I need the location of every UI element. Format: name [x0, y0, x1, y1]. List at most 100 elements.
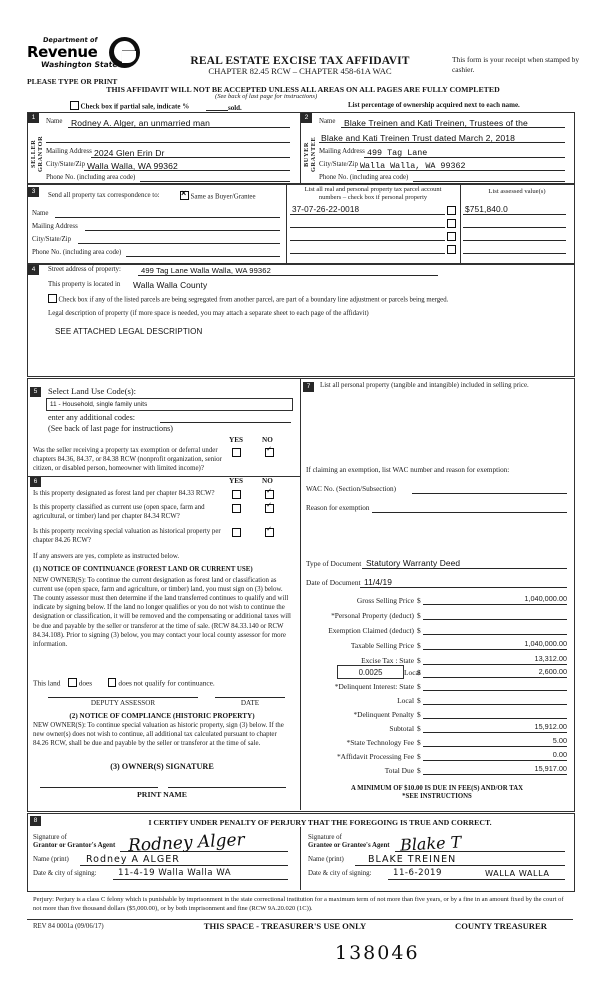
owner-print-name-line[interactable] — [168, 787, 286, 788]
grantee-date-line[interactable] — [388, 879, 565, 880]
personal-property-deduct-line[interactable] — [423, 619, 567, 620]
deputy-date-line[interactable] — [215, 697, 285, 698]
grantor-name-line[interactable] — [80, 865, 288, 866]
does-not-qualify-checkbox[interactable] — [107, 678, 117, 687]
grantee-name-value: BLAKE TREINEN — [368, 854, 457, 865]
corr-name-line[interactable] — [55, 217, 280, 218]
corr-phone-line[interactable] — [126, 256, 280, 257]
local-rate-box[interactable]: 0.0025 — [337, 665, 404, 679]
owner-signature-line[interactable] — [40, 787, 158, 788]
seller-exemption-yes-checkbox[interactable] — [232, 448, 241, 457]
historic-valuation-no-checkbox[interactable] — [265, 525, 274, 537]
logo-state-text: Washington State — [40, 60, 118, 69]
section-7-number: 7 — [303, 382, 314, 392]
exemption-claimed-line[interactable] — [423, 634, 567, 635]
additional-codes-line[interactable] — [160, 422, 291, 423]
buyer-phone-line[interactable] — [413, 181, 565, 182]
does-qualify-checkbox[interactable] — [68, 678, 77, 687]
state-technology-fee-line[interactable] — [423, 746, 567, 747]
land-use-code-box[interactable]: 11 - Household, single family units — [46, 398, 293, 411]
delinquent-penalty-label: *Delinquent Penalty — [353, 710, 414, 719]
excise-tax-state-value: 13,312.00 — [534, 654, 567, 663]
assessed-line-2[interactable] — [463, 240, 566, 241]
correspondence-frame — [27, 183, 575, 265]
delinquent-penalty-line[interactable] — [423, 718, 567, 719]
buyer-mailing-line[interactable] — [364, 157, 565, 158]
street-address-line[interactable] — [138, 275, 438, 276]
historic-valuation-question: Is this property receiving special valua… — [33, 528, 221, 544]
exemption-claim-label: If claiming an exemption, list WAC numbe… — [306, 466, 510, 474]
affidavit-processing-fee-value: 0.00 — [552, 750, 567, 759]
document-date-line[interactable] — [360, 587, 567, 588]
section-6-top-rule — [28, 476, 300, 477]
wac-number-line[interactable] — [412, 493, 567, 494]
assessed-line-1[interactable] — [463, 227, 566, 228]
dollar-sign-12: $ — [417, 766, 421, 775]
segregation-checkbox[interactable] — [48, 294, 57, 303]
seller-city-line[interactable] — [84, 170, 290, 171]
state-technology-fee-label: *State Technology Fee — [346, 738, 415, 747]
parcel-line-3[interactable] — [290, 253, 445, 254]
corr-mailing-line[interactable] — [85, 230, 280, 231]
parcel-line-2[interactable] — [290, 240, 445, 241]
dollar-sign-8: $ — [417, 710, 421, 719]
partial-sale-pct-line[interactable] — [206, 110, 228, 111]
parcel-divider-right — [460, 183, 461, 263]
partial-sale-label: Check box if partial sale, indicate % — [80, 102, 190, 111]
certification-divider — [300, 827, 301, 890]
parcel-line-1[interactable] — [290, 227, 445, 228]
current-use-yes-checkbox[interactable] — [232, 504, 241, 513]
buyer-city-line[interactable] — [357, 170, 565, 171]
forest-land-no-checkbox[interactable] — [265, 487, 274, 499]
seller-name-line2[interactable] — [46, 142, 290, 143]
dollar-sign-6: $ — [417, 682, 421, 691]
seller-mailing-line[interactable] — [91, 157, 290, 158]
forest-land-yes-checkbox[interactable] — [232, 490, 241, 499]
grantee-signature-line[interactable] — [395, 851, 565, 852]
assessed-line-0[interactable] — [463, 214, 566, 215]
land-use-title: Select Land Use Code(s): — [48, 386, 137, 396]
excise-tax-state-line[interactable] — [423, 664, 567, 665]
same-as-buyer-checkbox[interactable] — [180, 188, 189, 200]
parties-divider — [300, 112, 301, 183]
grantor-date-line[interactable] — [113, 879, 288, 880]
affidavit-warning: THIS AFFIDAVIT WILL NOT BE ACCEPTED UNLE… — [106, 85, 500, 94]
grantee-date-city: WALLA WALLA — [485, 868, 550, 878]
delinquent-interest-local-line[interactable] — [423, 704, 567, 705]
grantee-signature: Blake T — [399, 832, 462, 855]
buyer-name-line[interactable] — [341, 127, 565, 128]
deputy-assessor-line[interactable] — [48, 697, 198, 698]
partial-sale-checkbox[interactable] — [70, 101, 79, 110]
property-frame — [27, 263, 575, 377]
historic-valuation-yes-checkbox[interactable] — [232, 528, 241, 537]
grantor-signature-line[interactable] — [120, 851, 288, 852]
dor-logo: Department of Revenue Washington State — [27, 36, 147, 76]
personal-property-deduct-label: *Personal Property (deduct) — [331, 611, 414, 620]
seller-name-line[interactable] — [68, 127, 290, 128]
current-use-no-checkbox[interactable] — [265, 501, 274, 513]
affidavit-processing-fee-line[interactable] — [423, 760, 567, 761]
local-rate-value: 0.0025 — [358, 668, 383, 677]
parcel-personal-checkbox-3[interactable] — [447, 245, 456, 254]
delinquent-interest-state-line[interactable] — [423, 690, 567, 691]
taxable-selling-price-line[interactable] — [423, 649, 567, 650]
grantor-name-value: Rodney A ALGER — [86, 854, 180, 865]
grantee-name-line[interactable] — [355, 865, 565, 866]
gross-selling-price-line[interactable] — [423, 604, 567, 605]
excise-tax-local-line[interactable] — [423, 677, 567, 678]
parcel-line-0[interactable] — [290, 214, 445, 215]
total-due-line[interactable] — [423, 774, 567, 775]
document-type-line[interactable] — [362, 568, 567, 569]
parcel-personal-checkbox-1[interactable] — [447, 219, 456, 228]
buyer-name-line2[interactable] — [319, 142, 565, 143]
seller-exemption-no-checkbox[interactable] — [265, 445, 274, 457]
corr-city-line[interactable] — [78, 243, 280, 244]
parcel-personal-checkbox-2[interactable] — [447, 232, 456, 241]
seller-phone-line[interactable] — [140, 181, 290, 182]
subtotal-line[interactable] — [423, 732, 567, 733]
assessed-line-3[interactable] — [463, 253, 566, 254]
certification-frame — [27, 813, 575, 892]
reason-exemption-line[interactable] — [372, 512, 567, 513]
this-land-label: This land — [33, 678, 61, 688]
parcel-personal-checkbox-0[interactable] — [447, 206, 456, 215]
